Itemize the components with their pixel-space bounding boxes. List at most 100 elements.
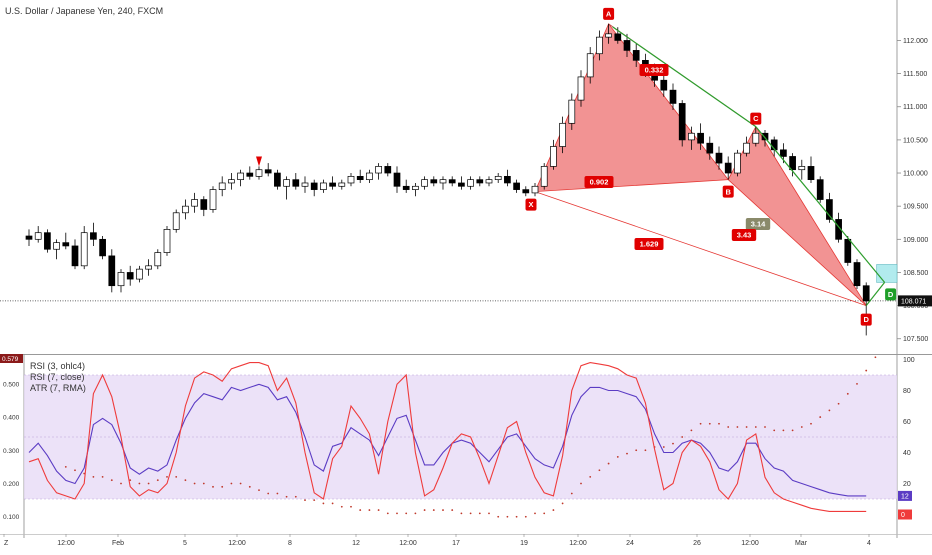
atr-tick-label: 0.100: [3, 514, 20, 521]
atr-point: [764, 426, 766, 428]
atr-point: [791, 429, 794, 432]
candle-body: [283, 179, 290, 187]
atr-point: [377, 509, 380, 511]
candle-body: [789, 156, 796, 171]
time-axis: Z 12:00 Feb 5 12:00 8 12 12:00 17 19 12:00 24 26 12:0…: [3, 534, 871, 547]
atr-tick-label: 0.500: [3, 381, 20, 388]
rsi-tick-label: 100: [903, 357, 915, 364]
atr-point: [616, 456, 619, 458]
legend-rsi7: RSI (7, close): [30, 372, 85, 382]
atr-point: [212, 485, 214, 488]
time-tick-label: 24: [626, 540, 634, 547]
atr-current-bg: [0, 354, 23, 363]
candle-body: [25, 235, 33, 240]
rsi3-line: [28, 362, 867, 512]
candle-body: [614, 33, 622, 41]
candle-body: [826, 199, 833, 220]
candle-body: [697, 132, 704, 144]
candle-body: [421, 179, 428, 187]
candle-body: [136, 268, 143, 280]
atr-point: [534, 512, 536, 515]
atr-point: [543, 512, 546, 515]
candle-body: [531, 185, 539, 194]
candle-body: [458, 182, 465, 187]
atr-point: [350, 505, 352, 508]
candle-body: [494, 175, 502, 181]
atr-point: [166, 475, 168, 478]
ratio-xd: 1.629: [634, 238, 664, 250]
candle-body: [237, 172, 244, 181]
price-tick-label: 112.000: [903, 38, 928, 45]
candle-body: [163, 229, 171, 253]
candle-body: [200, 199, 208, 210]
atr-point: [570, 492, 573, 495]
candle-body: [246, 172, 254, 177]
candle-body: [761, 132, 769, 141]
time-tick-label: 12:00: [57, 540, 75, 547]
rsi-tick-label: 60: [903, 419, 911, 426]
candle-body: [108, 255, 116, 287]
price-tick-label: 111.500: [903, 71, 927, 78]
ratio-xb: 0.902: [584, 176, 614, 188]
atr-point: [460, 512, 463, 515]
atr-point: [846, 392, 849, 395]
candle-body: [439, 179, 447, 184]
candle-body: [862, 285, 870, 302]
candle-body: [448, 179, 456, 184]
candle-body: [623, 40, 631, 51]
chart-title: U.S. Dollar / Japanese Yen, 240, FXCM: [5, 6, 164, 16]
candle-body: [430, 179, 438, 184]
legend-rsi3: RSI (3, ohlc4): [30, 361, 86, 371]
candle-body: [835, 219, 842, 240]
atr-point: [488, 512, 490, 515]
label-x-text: X: [528, 200, 533, 209]
atr-point: [819, 416, 822, 418]
atr-point: [294, 495, 297, 498]
last-price-bg: [898, 295, 932, 307]
atr-point: [202, 482, 205, 485]
candle-body: [329, 182, 336, 187]
candle-body: [660, 79, 668, 91]
candle-body: [338, 182, 346, 187]
label-a-text: A: [606, 9, 612, 18]
target-line-ac: [612, 26, 757, 128]
atr-point: [147, 482, 150, 485]
ratio-xd-bg: [634, 238, 664, 250]
atr-point: [552, 509, 555, 511]
target-line-dd: [865, 282, 886, 306]
price-tick-label: 109.500: [903, 204, 928, 211]
atr-point: [138, 482, 141, 485]
atr-point: [515, 515, 518, 518]
price-tick-label: 111.000: [903, 104, 927, 111]
atr-point: [239, 482, 242, 485]
atr-point: [580, 482, 582, 485]
candle-body: [301, 182, 309, 187]
candle-body: [62, 242, 70, 247]
rsi7-badge: 12: [898, 490, 912, 501]
candle-body: [191, 199, 198, 207]
atr-point: [221, 485, 224, 488]
atr-point: [276, 492, 279, 495]
atr-point: [708, 422, 711, 425]
candle-body: [154, 252, 162, 267]
ratio-xb-bg: [584, 176, 614, 188]
candle-body: [34, 232, 42, 240]
atr-point: [754, 426, 757, 428]
atr-point: [120, 482, 122, 485]
candle-body: [44, 232, 51, 250]
price-tick-label: 110.000: [903, 171, 928, 178]
atr-series: [64, 356, 877, 518]
atr-point: [561, 502, 564, 505]
candle-body: [53, 242, 60, 250]
time-tick-label: 26: [693, 540, 701, 547]
time-tick-label: 12: [352, 540, 360, 547]
atr-point: [304, 499, 306, 502]
ratio-ac-bg: [639, 64, 669, 76]
candle-body: [209, 189, 217, 210]
atr-point: [129, 479, 132, 482]
time-tick-label: Z: [4, 540, 9, 547]
candle-body: [504, 175, 511, 184]
atr-point: [248, 485, 251, 488]
price-tick-label: 108.500: [903, 270, 928, 277]
atr-point: [644, 449, 647, 452]
